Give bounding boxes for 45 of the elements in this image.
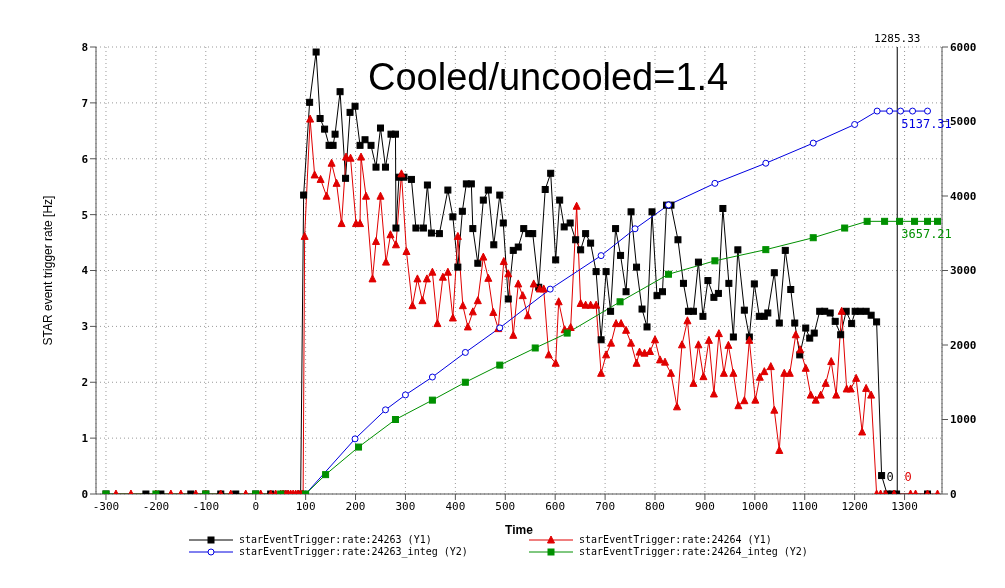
y2-tick-label: 2000 xyxy=(950,338,977,352)
x-axis-title: Time xyxy=(505,523,534,537)
y-tick-label: 1 xyxy=(81,432,89,446)
legend-label: starEventTrigger:rate:24263 (Y1) xyxy=(239,534,432,545)
annotation: 0 xyxy=(904,470,912,485)
y-tick-label: 4 xyxy=(81,264,89,278)
y-tick-label: 0 xyxy=(81,487,88,501)
x-tick-label: 200 xyxy=(345,499,366,513)
x-tick-label: 1200 xyxy=(841,499,868,513)
y2-tick-label: 0 xyxy=(950,487,957,501)
y-tick-label: 5 xyxy=(81,208,88,222)
x-tick-label: 800 xyxy=(645,499,665,513)
x-tick-label: 500 xyxy=(495,499,516,513)
x-tick-label: 100 xyxy=(295,499,316,513)
x-tick-label: 900 xyxy=(694,499,715,513)
y-tick-label: 8 xyxy=(81,40,88,54)
x-tick-label: 0 xyxy=(252,499,260,513)
y2-tick-label: 4000 xyxy=(950,189,977,203)
annotation: 0 xyxy=(886,470,894,485)
x-tick-label: 400 xyxy=(445,499,466,513)
ref-line-label: 1285.33 xyxy=(874,32,921,45)
x-tick-label: 300 xyxy=(395,499,416,513)
x-tick-label: -200 xyxy=(142,499,170,513)
y-tick-label: 7 xyxy=(81,96,88,110)
x-tick-label: 1100 xyxy=(791,499,818,513)
y-tick-label: 2 xyxy=(81,376,88,390)
y-tick-label: 3 xyxy=(81,320,88,334)
x-tick-label: 1000 xyxy=(741,499,769,513)
y2-tick-label: 6000 xyxy=(950,40,977,54)
legend-label: starEventTrigger:rate:24264 (Y1) xyxy=(579,534,772,545)
x-tick-label: 600 xyxy=(545,499,566,513)
y-tick-label: 6 xyxy=(81,152,89,166)
y2-tick-label: 5000 xyxy=(950,115,977,129)
legend-label: starEventTrigger:rate:24263_integ (Y2) xyxy=(239,546,468,557)
annotation: 5137.31 xyxy=(901,116,952,131)
y2-tick-label: 3000 xyxy=(950,264,977,278)
x-tick-label: 1300 xyxy=(891,499,918,513)
y2-tick-label: 1000 xyxy=(950,413,977,427)
x-tick-label: -100 xyxy=(192,499,220,513)
annotation: Cooled/uncooled=1.4 xyxy=(368,56,729,99)
annotation: 3657.21 xyxy=(901,226,952,241)
x-tick-label: 700 xyxy=(595,499,616,513)
x-tick-label: -300 xyxy=(92,499,120,513)
legend-label: starEventTrigger:rate:24264_integ (Y2) xyxy=(579,546,808,557)
y-axis-title: STAR event trigger rate [Hz] xyxy=(41,195,56,346)
